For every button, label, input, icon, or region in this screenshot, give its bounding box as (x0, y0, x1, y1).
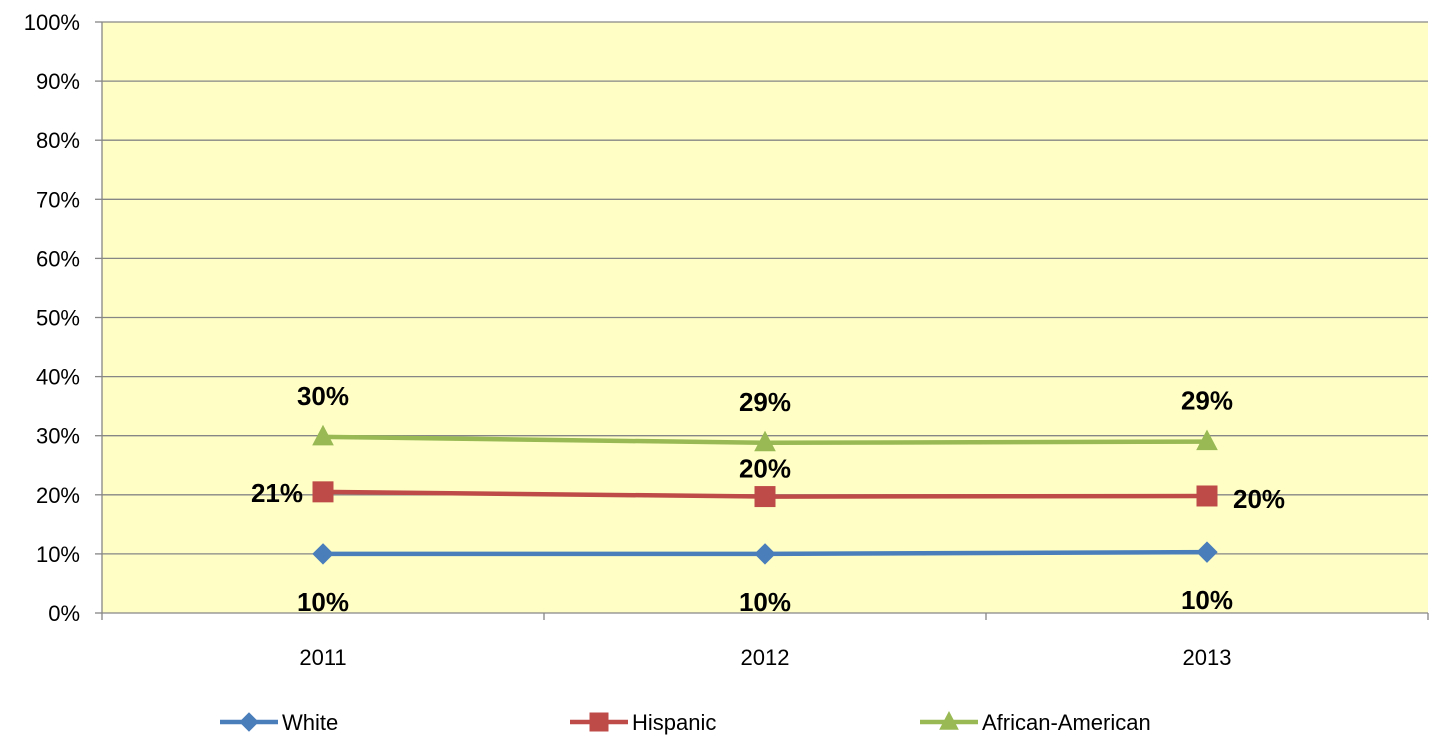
x-tick-label: 2013 (1183, 645, 1232, 670)
series-white (312, 541, 1218, 565)
legend-label: African-American (982, 710, 1151, 735)
y-axis: 0% 10% 20% 30% 40% 50% 60% 70% 80% 90% 100% (24, 10, 103, 626)
data-labels: 10% 10% 10% 21% 20% 20% 30% 29% 29% (251, 381, 1285, 617)
data-label: 20% (1233, 484, 1285, 514)
y-tick-label: 30% (36, 424, 80, 449)
data-label: 29% (1181, 386, 1233, 416)
data-label: 20% (739, 454, 791, 484)
x-tick-label: 2012 (741, 645, 790, 670)
series-group (312, 424, 1218, 565)
marker-square (589, 712, 609, 732)
data-label: 10% (297, 587, 349, 617)
x-axis: 2011 2012 2013 (101, 613, 1429, 670)
marker-triangle (312, 424, 334, 446)
y-tick-label: 80% (36, 128, 80, 153)
legend-label: White (282, 710, 338, 735)
marker-diamond (239, 712, 259, 732)
data-label: 29% (739, 387, 791, 417)
marker-triangle (1196, 429, 1218, 451)
y-tick-label: 20% (36, 483, 80, 508)
marker-square (754, 486, 776, 508)
y-tick-label: 60% (36, 246, 80, 271)
x-tick-label: 2011 (299, 645, 346, 670)
y-tick-label: 70% (36, 187, 80, 212)
series-african-american (312, 424, 1218, 452)
marker-square (1196, 485, 1218, 507)
legend-item: White (220, 710, 338, 735)
legend: White Hispanic African-American (220, 710, 1151, 735)
legend-item: African-American (920, 710, 1151, 735)
marker-triangle (754, 430, 776, 452)
legend-item: Hispanic (570, 710, 716, 735)
series-hispanic (312, 481, 1218, 508)
marker-diamond (1196, 541, 1218, 563)
y-tick-label: 0% (48, 601, 80, 626)
marker-diamond (312, 543, 334, 565)
y-tick-label: 50% (36, 306, 80, 331)
y-tick-label: 10% (36, 542, 80, 567)
marker-square (312, 481, 334, 503)
data-label: 21% (251, 478, 303, 508)
y-tick-label: 90% (36, 69, 80, 94)
y-tick-label: 40% (36, 365, 80, 390)
y-tick-label: 100% (24, 10, 80, 35)
legend-label: Hispanic (632, 710, 716, 735)
data-label: 30% (297, 381, 349, 411)
data-label: 10% (1181, 585, 1233, 615)
data-label: 10% (739, 587, 791, 617)
marker-triangle (939, 711, 959, 730)
marker-diamond (754, 543, 776, 565)
